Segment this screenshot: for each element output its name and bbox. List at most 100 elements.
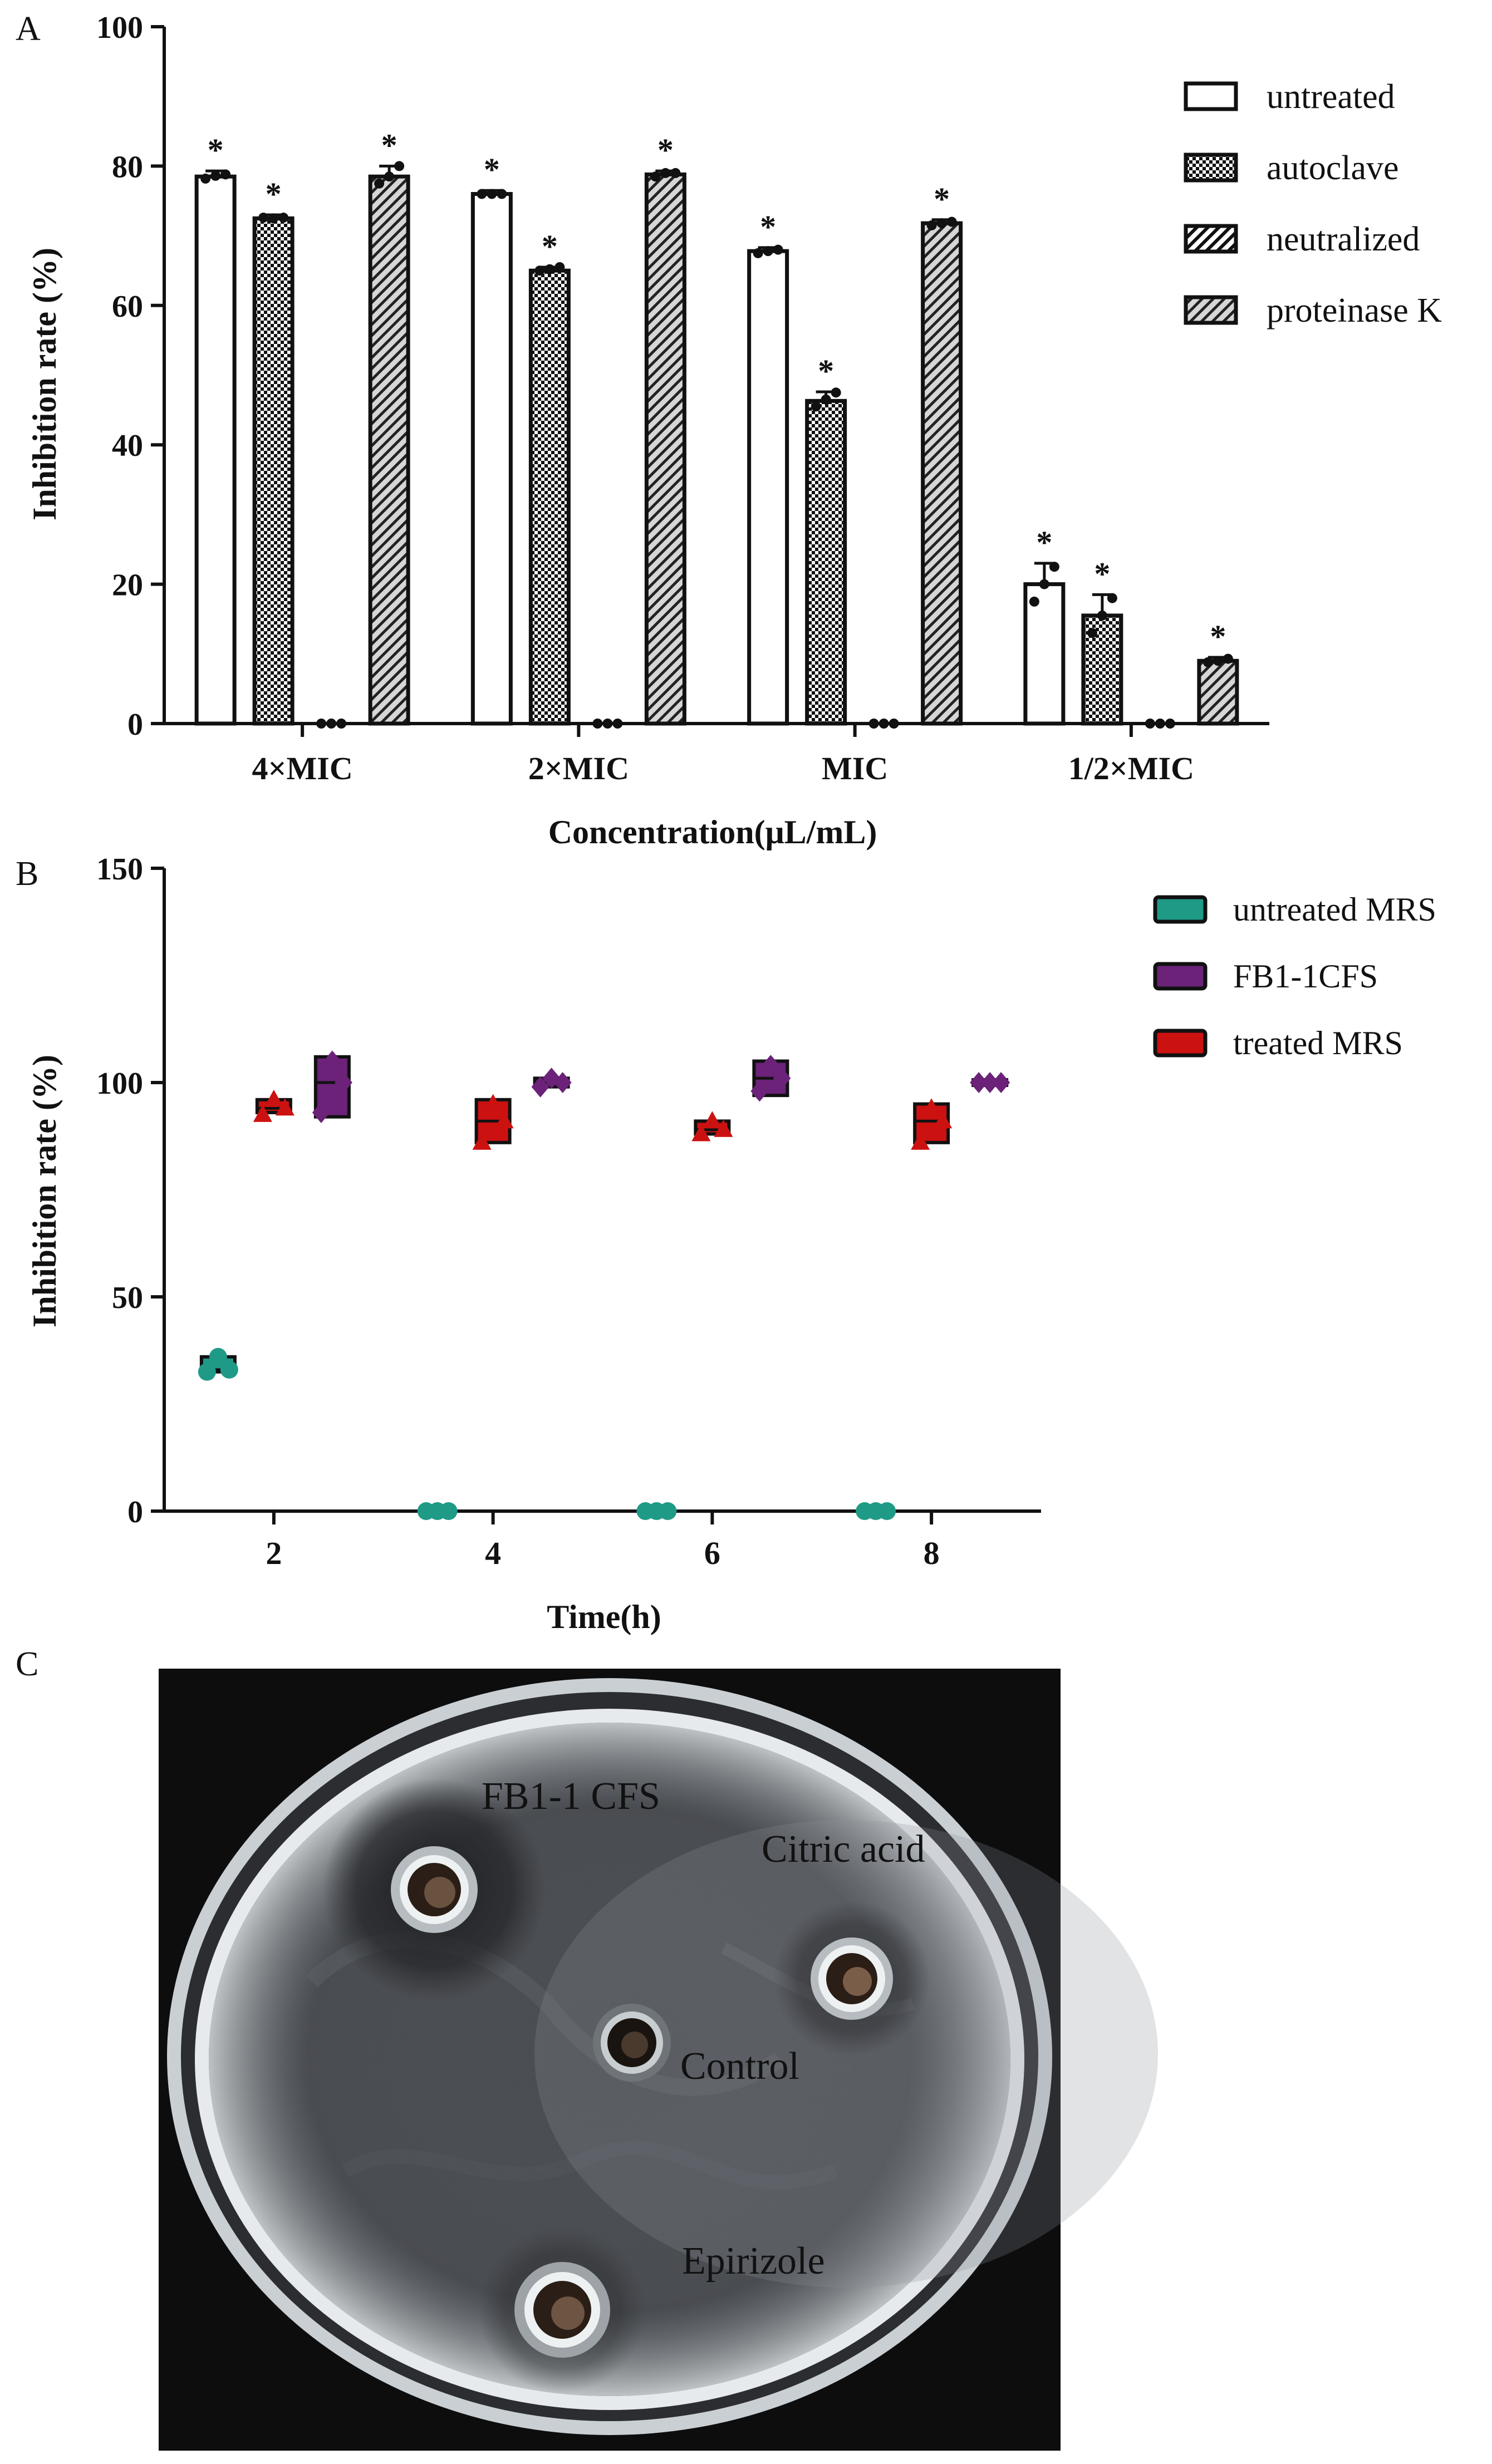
chart-b-xtick-label: 2 (266, 1535, 282, 1571)
bar-proteinase-K (921, 221, 963, 726)
chart-b-xtick-labels: 2 4 6 8 (266, 1535, 939, 1571)
point-FB1-1CFS (312, 1101, 330, 1123)
data-point (258, 213, 269, 223)
chart-a-xtick-label: 2×MIC (528, 750, 629, 786)
point-treated-MRS (494, 1111, 514, 1129)
chart-b-ylabel: Inhibition rate (%) (26, 1055, 63, 1327)
point-treated-MRS (911, 1132, 930, 1150)
chart-b-legend: untreated MRS FB1-1CFS treated MRS (1153, 891, 1436, 1061)
chart-a-ytick-label: 40 (112, 429, 143, 463)
well-citric (811, 1937, 893, 2020)
point-untreated-MRS (659, 1502, 677, 1520)
chart-b-xtick-label: 6 (704, 1535, 720, 1571)
bar-proteinase-K (1197, 658, 1239, 726)
bar-untreated (470, 191, 513, 726)
label-control: Control (680, 2045, 799, 2088)
data-point (1039, 579, 1049, 589)
data-point (326, 719, 337, 729)
significance-star: * (1094, 555, 1110, 592)
data-point (544, 264, 555, 274)
data-point (200, 173, 211, 184)
bar-proteinase-K (644, 172, 686, 726)
chart-a-ylabel: Inhibition rate (%) (26, 248, 63, 520)
well-cfs (391, 1846, 478, 1933)
data-point (1155, 719, 1165, 729)
point-untreated-MRS (209, 1347, 227, 1366)
chart-b-ytick-label: 150 (96, 852, 143, 887)
data-point (1087, 628, 1097, 638)
point-treated-MRS (483, 1094, 503, 1111)
data-point (477, 189, 487, 199)
chart-a-xtick-label: 4×MIC (252, 750, 353, 786)
point-FB1-1CFS (773, 1068, 791, 1089)
data-point (1213, 656, 1223, 666)
chart-a-axes: 0 20 40 60 80 100 (96, 11, 1269, 742)
chart-a-xtick-label: MIC (822, 750, 888, 786)
significance-star: * (542, 228, 558, 264)
point-treated-MRS (472, 1132, 492, 1150)
point-FB1-1CFS (762, 1055, 780, 1076)
panel-label-b: B (16, 855, 38, 893)
point-FB1-1CFS (981, 1072, 999, 1093)
label-fb1-cfs: FB1-1 CFS (482, 1775, 660, 1818)
data-point (1165, 719, 1175, 729)
point-treated-MRS (714, 1119, 733, 1137)
data-point (946, 217, 957, 227)
data-point (753, 248, 763, 258)
bar-untreated (747, 249, 789, 726)
chart-a-ytick-label: 0 (127, 707, 143, 742)
label-epirizole: Epirizole (682, 2240, 825, 2283)
data-point (763, 246, 773, 257)
panel-label-a: A (16, 10, 41, 48)
data-point (889, 719, 899, 729)
bar-autoclave (528, 268, 571, 726)
data-point (650, 171, 661, 182)
point-treated-MRS (253, 1104, 272, 1122)
chart-a-legend: untreated autoclave neutralized proteinase … (1184, 78, 1442, 329)
data-point (554, 262, 565, 272)
point-treated-MRS (922, 1098, 941, 1116)
point-FB1-1CFS (334, 1072, 352, 1093)
data-point (316, 719, 327, 729)
significance-star: * (760, 209, 776, 245)
chart-a-ytick-label: 60 (112, 289, 143, 324)
chart-a-ytick-label: 80 (112, 150, 143, 184)
data-point (831, 387, 841, 398)
point-untreated-MRS (198, 1363, 216, 1381)
chart-b-axes: 0 50 100 150 (96, 852, 1041, 1529)
data-point (268, 213, 279, 224)
chart-b-xtick-label: 4 (485, 1535, 501, 1571)
data-point (1223, 653, 1233, 664)
legend-label-autoclave: autoclave (1267, 149, 1399, 187)
panel-c: C (16, 1645, 1158, 2451)
significance-star: * (1036, 524, 1052, 560)
legend-swatch (1184, 224, 1238, 254)
data-point (773, 244, 783, 255)
data-point (210, 170, 221, 181)
point-FB1-1CFS (992, 1072, 1010, 1093)
data-point (394, 161, 405, 171)
point-FB1-1CFS (750, 1080, 769, 1102)
panel-label-c: C (16, 1645, 38, 1683)
significance-star: * (266, 176, 282, 212)
well-epirizole (514, 2262, 610, 2358)
agar-plate-photo: FB1-1 CFS Citric acid Control Epirizole (159, 1669, 1158, 2451)
data-point (592, 719, 603, 729)
point-treated-MRS (264, 1089, 283, 1107)
data-point (384, 171, 395, 182)
point-FB1-1CFS (531, 1076, 549, 1098)
data-point (602, 719, 613, 729)
legend-swatch (1184, 295, 1238, 325)
data-point (220, 169, 231, 180)
legend-swatch (1153, 1029, 1208, 1058)
data-point (1145, 719, 1155, 729)
significance-star: * (208, 132, 224, 168)
data-point (612, 719, 623, 729)
legend-swatch (1184, 153, 1238, 183)
point-treated-MRS (703, 1111, 722, 1129)
data-point (1107, 593, 1117, 603)
legend-label-proteinase-K: proteinase K (1267, 292, 1442, 329)
data-point (811, 401, 821, 412)
